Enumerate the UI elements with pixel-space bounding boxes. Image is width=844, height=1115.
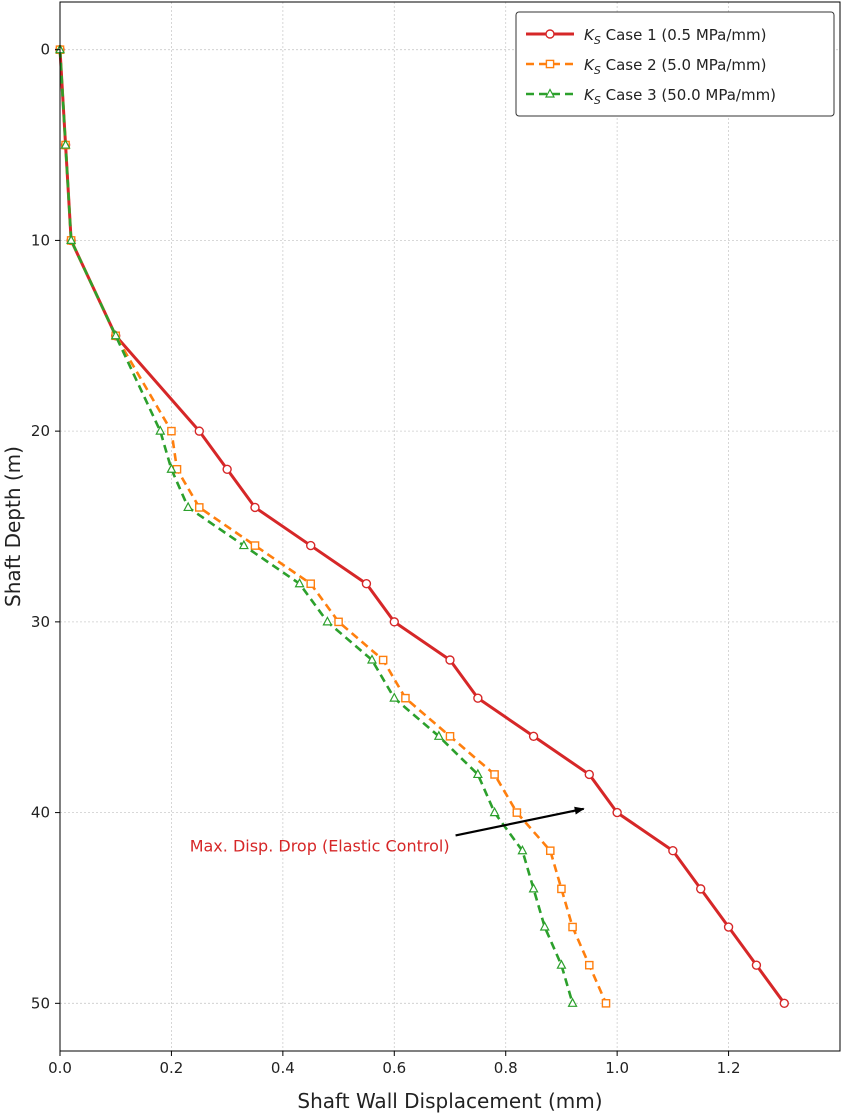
legend-label: KS Case 1 (0.5 MPa/mm)	[584, 26, 767, 47]
x-tick-label: 0.0	[48, 1059, 72, 1077]
data-point	[696, 884, 706, 894]
data-point	[557, 884, 566, 894]
series-line	[58, 49, 608, 1004]
data-point	[539, 921, 550, 931]
data-point	[517, 844, 528, 855]
y-axis-title: Shaft Depth (m)	[1, 446, 25, 607]
data-point	[584, 769, 594, 780]
data-point	[545, 846, 555, 856]
data-point	[322, 616, 333, 626]
y-tick-label: 30	[31, 613, 50, 631]
data-point	[401, 693, 410, 703]
data-point	[183, 501, 194, 512]
series-line	[58, 49, 574, 1004]
data-point	[512, 808, 522, 817]
x-tick-label: 0.2	[159, 1059, 183, 1077]
legend-item: KS Case 1 (0.5 MPa/mm)	[526, 26, 767, 47]
data-point	[668, 846, 678, 856]
series-3	[55, 43, 578, 1007]
legend-swatch-marker	[545, 59, 555, 69]
data-point	[155, 425, 166, 435]
y-tick-label: 10	[31, 231, 50, 249]
data-point	[250, 502, 260, 513]
legend-swatch-marker	[545, 88, 555, 98]
data-point	[66, 234, 77, 245]
data-point	[306, 540, 316, 551]
data-point	[194, 426, 204, 436]
data-point	[367, 654, 377, 664]
data-point	[433, 730, 444, 740]
plot-series	[55, 43, 789, 1009]
data-point	[490, 770, 499, 779]
series-1	[55, 44, 789, 1009]
annotation-text: Max. Disp. Drop (Elastic Control)	[190, 836, 450, 855]
annotation-arrow	[455, 806, 585, 837]
data-point	[473, 693, 483, 703]
annotations: Max. Disp. Drop (Elastic Control)	[190, 806, 585, 855]
x-tick-label: 1.0	[605, 1059, 629, 1077]
legend-label: KS Case 2 (5.0 MPa/mm)	[584, 56, 767, 77]
series-line	[58, 49, 786, 1005]
data-point	[167, 426, 176, 436]
data-point	[60, 139, 71, 149]
data-point	[528, 883, 539, 893]
data-point	[389, 617, 399, 627]
x-tick-label: 0.8	[494, 1059, 518, 1077]
data-point	[238, 539, 249, 550]
data-point	[110, 329, 121, 340]
data-point	[489, 806, 500, 817]
legend-item: KS Case 3 (50.0 MPa/mm)	[526, 86, 776, 107]
data-point	[472, 768, 483, 779]
data-point	[294, 577, 305, 588]
plot-frame	[59, 1, 841, 1052]
data-point	[445, 655, 455, 665]
legend-swatch-marker	[545, 29, 555, 39]
data-point	[306, 579, 316, 589]
data-point	[723, 922, 734, 932]
y-tick-label: 40	[31, 804, 50, 822]
legend: KS Case 1 (0.5 MPa/mm) KS Case 2 (5.0 MPa…	[515, 11, 835, 117]
y-tick-label: 20	[31, 422, 50, 440]
data-point	[166, 463, 177, 473]
data-point	[601, 999, 611, 1008]
legend-label: KS Case 3 (50.0 MPa/mm)	[584, 86, 776, 107]
data-point	[584, 960, 594, 970]
legend-item: KS Case 2 (5.0 MPa/mm)	[526, 56, 767, 77]
data-point	[567, 997, 578, 1007]
x-tick-label: 0.6	[382, 1059, 406, 1077]
data-point	[378, 655, 388, 665]
data-point	[194, 503, 204, 512]
x-axis-title: Shaft Wall Displacement (mm)	[297, 1089, 602, 1113]
data-point	[612, 807, 622, 818]
data-point	[222, 464, 232, 474]
data-point	[751, 960, 762, 970]
data-point	[528, 731, 539, 741]
x-tick-label: 1.2	[717, 1059, 741, 1077]
data-point	[250, 541, 260, 550]
data-point	[361, 579, 372, 589]
data-point	[334, 617, 343, 627]
y-tick-label: 0	[40, 41, 50, 59]
x-tick-label: 0.4	[271, 1059, 295, 1077]
legend-box	[515, 11, 835, 117]
data-point	[779, 998, 789, 1009]
data-point	[445, 732, 455, 741]
y-tick-label: 50	[31, 994, 50, 1012]
data-point	[389, 692, 400, 702]
data-point	[568, 922, 577, 932]
data-point	[556, 959, 567, 969]
grid	[59, 2, 840, 1051]
